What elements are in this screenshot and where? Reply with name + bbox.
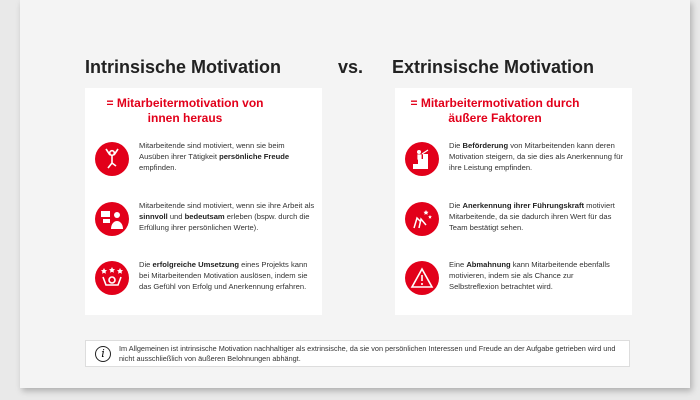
warning-icon: [405, 261, 439, 295]
text-segment: motiviert Mitarbeitende, da sie dadurch …: [449, 201, 615, 232]
bold-text: Abmahnung: [466, 260, 511, 269]
bold-text: persönliche Freude: [219, 152, 290, 161]
item-text: Mitarbeitende sind motiviert, wenn sie i…: [139, 200, 315, 233]
list-item: Eine Abmahnung kann Mitarbeitende ebenfa…: [405, 259, 625, 295]
bold-text: Beförderung: [462, 141, 509, 150]
list-item: Mitarbeitende sind motiviert, wenn sie i…: [95, 200, 315, 236]
list-item: Die Beförderung von Mitarbeitenden kann …: [405, 140, 625, 176]
joyful-person-icon: [95, 142, 129, 176]
text-segment: Eine: [449, 260, 467, 269]
success-stars-icon: [95, 261, 129, 295]
bold-text: erfolgreiche Umsetzung: [152, 260, 240, 269]
info-box: i Im Allgemeinen ist intrinsische Motiva…: [85, 340, 630, 367]
list-item: Die erfolgreiche Umsetzung eines Projekt…: [95, 259, 315, 295]
subtitle-line: = Mitarbeitermotivation durch: [410, 96, 580, 110]
list-item: Die Anerkennung ihrer Führungskraft moti…: [405, 200, 625, 236]
extrinsic-card: = Mitarbeitermotivation durch äußere Fakt…: [395, 88, 632, 315]
text-segment: empfinden.: [139, 163, 177, 172]
item-text: Mitarbeitende sind motiviert, wenn sie b…: [139, 140, 315, 173]
text-segment: eines Projekts kann bei Mitarbeitenden M…: [139, 260, 308, 291]
text-segment: Mitarbeitende sind motiviert, wenn sie b…: [139, 141, 285, 161]
list-item: Mitarbeitende sind motiviert, wenn sie b…: [95, 140, 315, 176]
text-segment: Die: [449, 141, 463, 150]
text-segment: Mitarbeitende sind motiviert, wenn sie i…: [139, 201, 315, 210]
item-text: Die Beförderung von Mitarbeitenden kann …: [449, 140, 625, 173]
item-text: Die erfolgreiche Umsetzung eines Projekt…: [139, 259, 315, 292]
slide: Intrinsische Motivation vs. Extrinsische…: [20, 0, 690, 388]
bold-text: Anerkennung ihrer Führungskraft: [462, 201, 585, 210]
intrinsic-subtitle: = Mitarbeitermotivation von innen heraus: [85, 96, 285, 126]
text-segment: Die: [139, 260, 153, 269]
item-text: Die Anerkennung ihrer Führungskraft moti…: [449, 200, 625, 233]
info-icon: i: [95, 345, 111, 362]
bold-text: sinnvoll: [139, 212, 168, 221]
promotion-stairs-icon: [405, 142, 439, 176]
subtitle-line: äußere Faktoren: [448, 111, 542, 125]
bold-text: bedeutsam: [184, 212, 225, 221]
info-text: Im Allgemeinen ist intrinsische Motivati…: [119, 343, 616, 363]
intrinsic-title: Intrinsische Motivation: [85, 57, 282, 77]
extrinsic-title: Extrinsische Motivation: [392, 57, 595, 77]
text-segment: Die: [449, 201, 463, 210]
text-segment: erleben (bspw. durch die Erfüllung ihrer…: [139, 212, 310, 232]
text-segment: und: [167, 212, 185, 221]
intrinsic-card: = Mitarbeitermotivation von innen heraus …: [85, 88, 322, 315]
meaningful-work-icon: [95, 202, 129, 236]
extrinsic-subtitle: = Mitarbeitermotivation durch äußere Fakt…: [395, 96, 595, 126]
vs-label: vs.: [338, 57, 364, 77]
text-segment: von Mitarbeitenden kann deren Motivation…: [449, 141, 623, 172]
text-segment: kann Mitarbeitende ebenfalls motivieren,…: [449, 260, 610, 291]
applause-hands-icon: [405, 202, 439, 236]
subtitle-line: innen heraus: [147, 111, 223, 125]
subtitle-line: = Mitarbeitermotivation von: [106, 96, 264, 110]
item-text: Eine Abmahnung kann Mitarbeitende ebenfa…: [449, 259, 625, 292]
